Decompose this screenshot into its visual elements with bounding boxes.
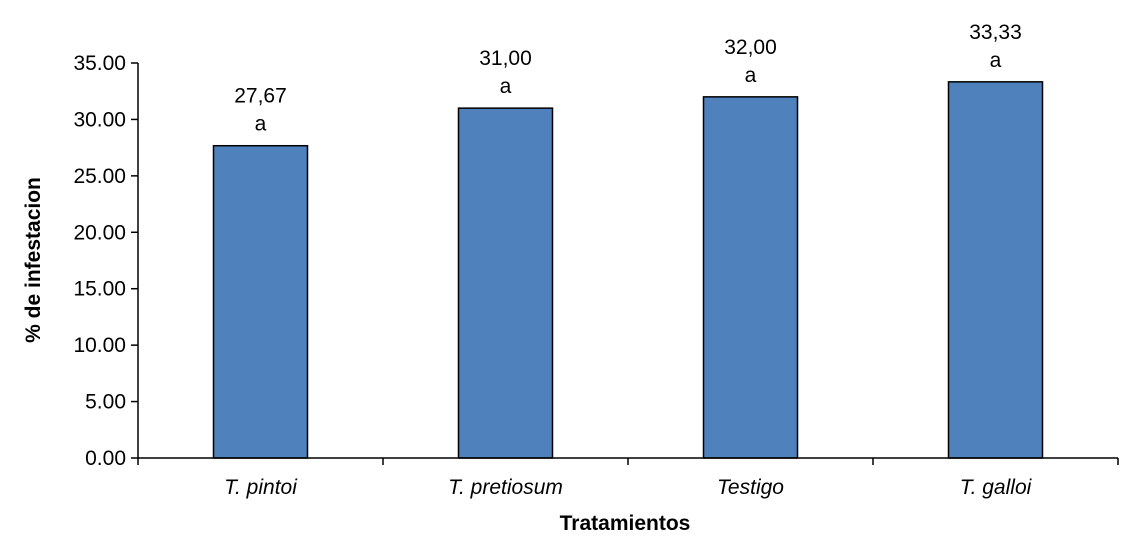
x-category-label: T. pretiosum <box>448 476 563 499</box>
bar-group-letter: a <box>500 75 512 98</box>
y-axis-ticks: 0.00 5.00 10.00 15.00 20.00 25.00 30.00 35.00 <box>73 52 138 470</box>
x-axis-title: Tratamientos <box>560 512 691 535</box>
y-tick-label: 0.00 <box>85 447 126 470</box>
x-axis-ticks: T. pintoi T. pretiosum Testigo T. galloi <box>137 458 1119 499</box>
x-category-label: T. pintoi <box>224 476 298 499</box>
y-tick-label: 5.00 <box>85 391 126 414</box>
y-axis-title: % de infestacion <box>22 177 45 343</box>
bar-group-letter: a <box>255 113 267 136</box>
bars-layer <box>212 81 1044 459</box>
bar <box>702 96 799 459</box>
x-category-label: T. galloi <box>960 476 1033 499</box>
y-tick-label: 25.00 <box>73 165 126 188</box>
bar-group-letter: a <box>990 49 1002 72</box>
data-labels-layer: 27,67 a 31,00 a 32,00 a 33,33 a <box>234 21 1022 136</box>
y-tick-label: 35.00 <box>73 52 126 75</box>
x-category-label: Testigo <box>717 476 784 499</box>
bar-value-label: 27,67 <box>234 85 287 108</box>
bar-group-letter: a <box>745 64 757 87</box>
bar-value-label: 33,33 <box>969 21 1022 44</box>
bar <box>212 144 309 459</box>
bar-value-label: 32,00 <box>724 36 777 59</box>
bar-value-label: 31,00 <box>479 47 532 70</box>
y-tick-label: 15.00 <box>73 278 126 301</box>
y-tick-label: 20.00 <box>73 221 126 244</box>
y-tick-label: 30.00 <box>73 108 126 131</box>
y-tick-label: 10.00 <box>73 334 126 357</box>
bar <box>947 81 1044 459</box>
bar <box>457 107 554 459</box>
